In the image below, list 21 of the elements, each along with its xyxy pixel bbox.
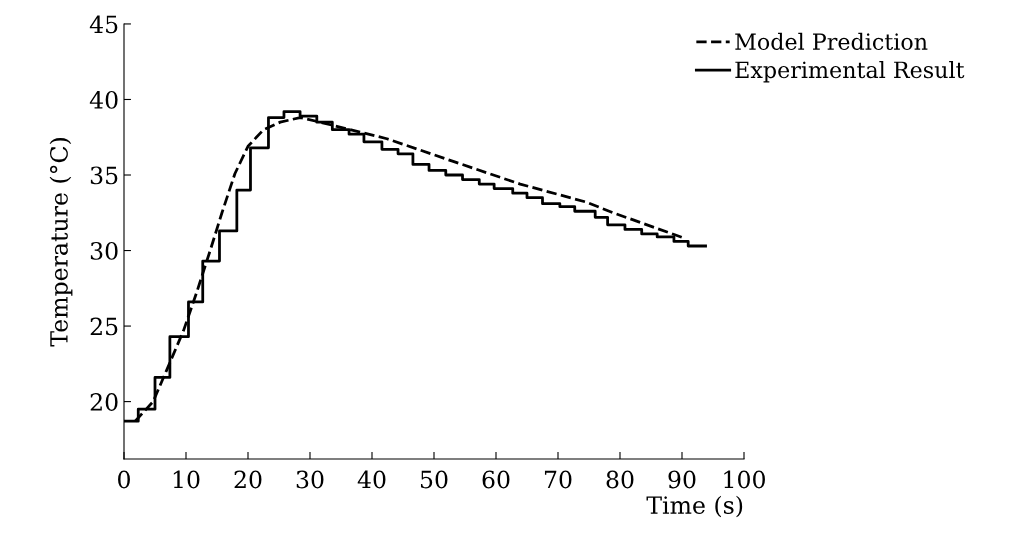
x-tick-label: 70 <box>544 470 572 489</box>
y-tick-label: 35 <box>90 166 118 185</box>
x-tick-label: 10 <box>173 470 200 489</box>
x-tick-label: 80 <box>606 470 634 489</box>
x-tick-label: 0 <box>118 470 130 489</box>
x-tick-label: 90 <box>668 470 696 489</box>
y-tick-label: 40 <box>89 90 118 109</box>
y-tick-label: 20 <box>90 393 118 411</box>
x-tick-label: 40 <box>357 470 386 489</box>
y-tick-label: 25 <box>90 317 118 336</box>
legend-label: Model Prediction <box>735 32 928 51</box>
y-axis-title: Temperature (°C) <box>49 138 73 347</box>
y-tick-label: 30 <box>90 241 118 260</box>
x-tick-label: 20 <box>234 470 262 489</box>
x-tick-label: 30 <box>296 470 324 489</box>
x-tick-label: 100 <box>724 470 765 489</box>
legend-label: Experimental Result <box>735 61 965 83</box>
x-tick-label: 50 <box>420 470 448 489</box>
y-tick-label: 45 <box>89 15 118 34</box>
x-axis-title: Time (s) <box>646 495 743 518</box>
x-tick-label: 60 <box>482 470 510 489</box>
